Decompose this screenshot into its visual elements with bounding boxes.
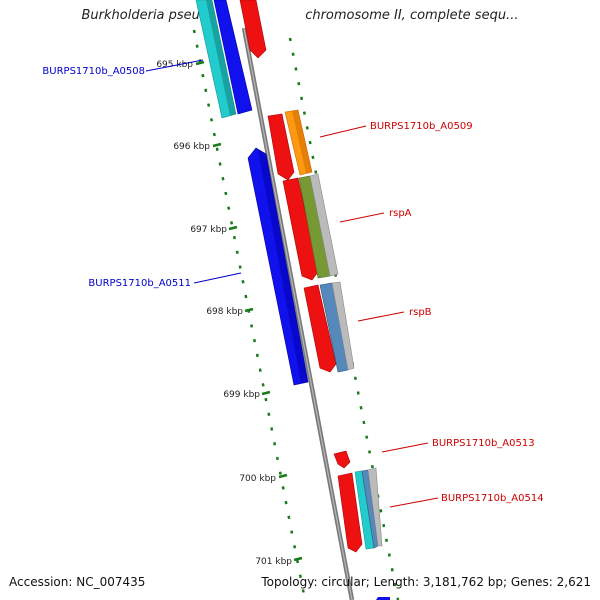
feature-a0509-red[interactable] [267, 113, 295, 181]
tick-mark-700 [278, 473, 288, 479]
tick-mark-697 [228, 225, 238, 231]
leader-line-rspb [357, 311, 405, 322]
leader-line-rspa [339, 212, 385, 223]
leader-line-a0511 [193, 272, 242, 284]
tick-marks [195, 60, 303, 562]
tick-label-701: 701 kbp [255, 557, 292, 567]
tick-mark-701 [293, 556, 303, 562]
tick-mark-696 [212, 142, 222, 148]
gene-label-rspa[interactable]: rspA [389, 208, 412, 219]
feature-rspa-gray[interactable] [309, 173, 339, 277]
tick-label-700: 700 kbp [239, 474, 276, 484]
feature-top-red[interactable] [239, 0, 267, 59]
gene-label-a0509[interactable]: BURPS1710b_A0509 [370, 121, 473, 132]
feature-a0514-gray[interactable] [367, 467, 383, 547]
tick-mark-699 [261, 390, 271, 396]
feature-a0514-red[interactable] [337, 472, 363, 553]
chromosome-backbone-highlight [243, 27, 353, 600]
feature-a0508-blue[interactable] [213, 0, 253, 115]
tick-mark-698 [244, 307, 254, 313]
gene-label-a0514[interactable]: BURPS1710b_A0514 [441, 493, 544, 504]
leader-line-a0508 [145, 59, 204, 72]
track-background [198, 0, 410, 600]
accession-label: Accession: NC_007435 [9, 575, 146, 589]
summary-label: Topology: circular; Length: 3,181,762 bp… [261, 575, 591, 589]
feature-rspb-red[interactable] [303, 284, 337, 373]
feature-bottom-blue[interactable] [376, 597, 390, 600]
leader-line-a0509 [319, 125, 367, 138]
gene-label-a0511[interactable]: BURPS1710b_A0511 [88, 278, 191, 289]
leader-line-a0513 [381, 442, 429, 453]
tick-label-696: 696 kbp [173, 142, 210, 152]
feature-rspb-gray[interactable] [331, 281, 355, 371]
feature-a0509-orange-shade [292, 110, 312, 173]
leader-line-a0514 [389, 497, 439, 508]
tick-mark-695 [195, 60, 205, 66]
feature-a0513-red[interactable] [333, 450, 351, 469]
feature-a0511-blue-shade [258, 150, 308, 383]
gene-label-rspb[interactable]: rspB [409, 307, 432, 318]
tick-label-699: 699 kbp [223, 390, 260, 400]
gene-label-a0508[interactable]: BURPS1710b_A0508 [42, 66, 145, 77]
tick-label-698: 698 kbp [206, 307, 243, 317]
feature-rspa-red[interactable] [282, 177, 319, 281]
gene-label-a0513[interactable]: BURPS1710b_A0513 [432, 438, 535, 449]
feature-a0508-cyan-shade [206, 0, 236, 116]
tick-label-697: 697 kbp [190, 225, 227, 235]
